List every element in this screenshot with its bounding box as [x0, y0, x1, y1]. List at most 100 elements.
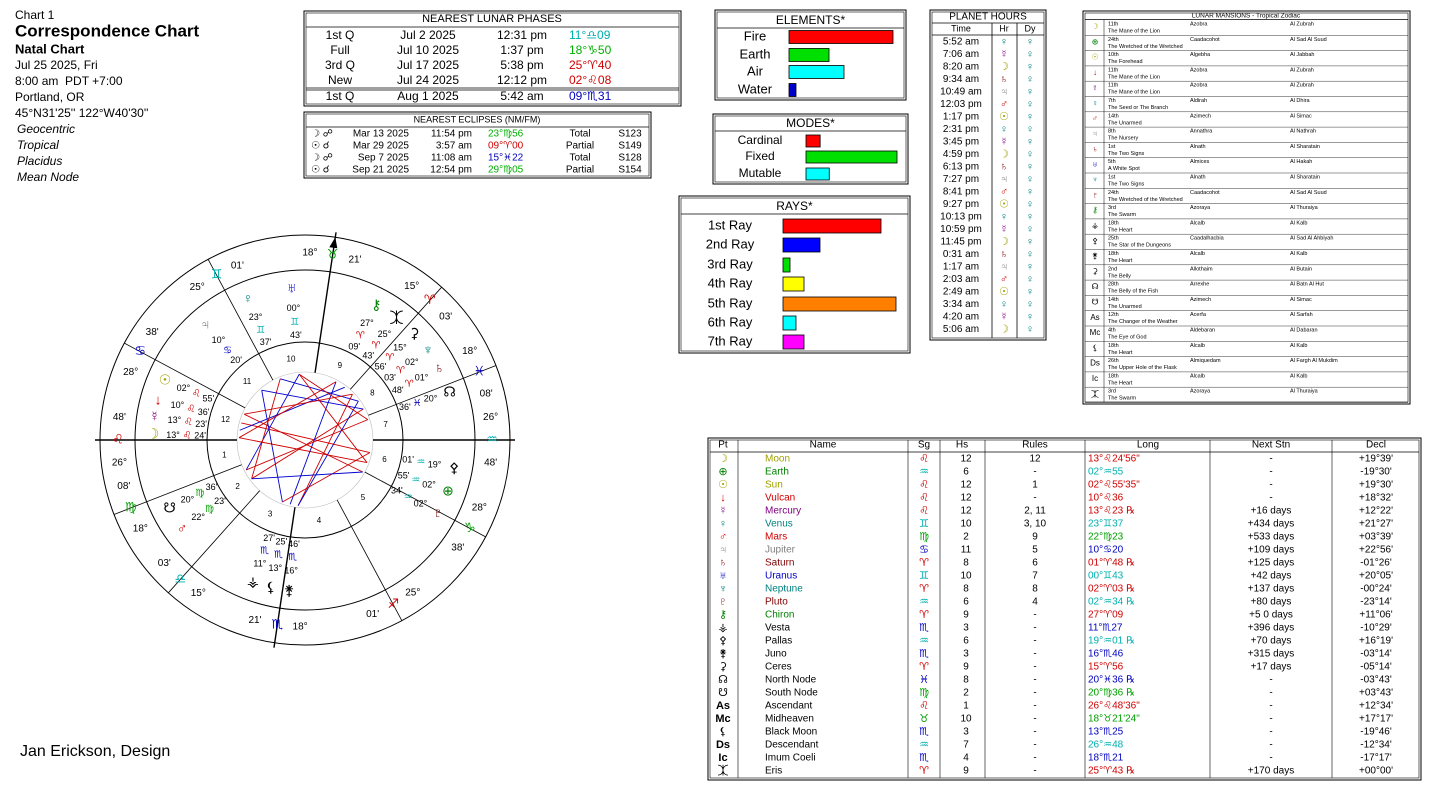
aspect-line [246, 419, 368, 471]
mansion-number: 14th [1108, 297, 1119, 303]
planet-name: Ascendant [765, 701, 812, 712]
wheel-planet-glyph: ♃ [200, 316, 211, 332]
wheel-planet-degree: 00° [287, 303, 301, 313]
planet-sign: ♈ [919, 609, 929, 621]
mansion-meaning: The Heart [1108, 227, 1133, 233]
cusp-degree: 25° [405, 587, 420, 598]
rays-bar [782, 276, 805, 292]
cusp-sign: ♒ [486, 431, 498, 446]
planet-next-station: - [1269, 701, 1272, 712]
planet-name: Venus [765, 519, 793, 530]
rays-bar [782, 334, 805, 350]
planet-name: Midheaven [765, 714, 814, 725]
hour-time: 0:31 am [943, 249, 979, 260]
mansion-glyph: ⚵ [1092, 252, 1098, 261]
cusp-sign: ♎ [175, 571, 187, 586]
house-number: 7 [383, 420, 388, 429]
planet-rules: 8 [1032, 584, 1038, 595]
mansion-glyph: ☊ [1091, 282, 1098, 291]
mansion-meaning: The Eye of God [1108, 334, 1147, 340]
planet-rules: - [1033, 467, 1036, 478]
planet-next-station: +5 0 days [1249, 610, 1293, 621]
lunar-phases-box [303, 10, 682, 107]
rays-title: RAYS* [776, 199, 813, 213]
mansion-name: Azoraya [1190, 205, 1211, 211]
phase-date: Jul 24 2025 [397, 73, 459, 87]
hour-time: 1:17 pm [943, 112, 979, 123]
house-cusp [364, 471, 486, 538]
wheel-planet-minute: 46' [288, 539, 300, 549]
house-cusp [168, 490, 260, 594]
hour-ruler: ☽ [999, 61, 1009, 73]
house-cusp [207, 259, 274, 381]
planet-rules: 9 [1032, 532, 1038, 543]
planet-declination: +17°17' [1359, 714, 1393, 725]
wheel-planet-glyph: ♇ [433, 504, 444, 520]
phase-position: 18°♑50 [569, 43, 612, 57]
mansion-name: Aldebaran [1190, 327, 1215, 333]
phase-date: Aug 1 2025 [397, 89, 459, 103]
planet-house: 4 [963, 753, 969, 764]
house-cusp [336, 499, 403, 621]
planet-next-station: +137 days [1248, 584, 1294, 595]
cusp-sign: ♏ [272, 616, 284, 631]
cusp-sign: ♐ [388, 596, 400, 611]
wheel-planet-minute: 23' [214, 496, 226, 506]
wheel-planet-degree: 27° [360, 318, 374, 328]
elements-title: ELEMENTS* [776, 13, 846, 27]
modes-bar [805, 134, 821, 148]
mansion-arabic-name: Al Sarfah [1290, 312, 1313, 318]
hour-time: 3:34 am [943, 299, 979, 310]
wheel-planet-minute: 25' [276, 537, 288, 547]
planet-house: 8 [963, 675, 969, 686]
wheel-planet-glyph: ♅ [287, 279, 298, 295]
planet-glyph: ☉ [718, 479, 728, 491]
elements-bar [788, 65, 845, 79]
planet-name: Neptune [765, 584, 803, 595]
cusp-sign: ♑ [464, 520, 476, 535]
cusp-sign: ♓ [473, 364, 485, 379]
mansion-glyph: Ds [1090, 359, 1100, 368]
planet-sign: ♍ [919, 687, 929, 699]
cusp-sign: ♍ [125, 499, 137, 514]
planet-glyph: ☊ [718, 674, 728, 686]
planet-declination: +22°56' [1359, 545, 1393, 556]
header-time: 8:00 am PDT +7:00 [15, 74, 123, 88]
planet-rules: - [1033, 623, 1036, 634]
mansion-name: Azobra [1190, 83, 1208, 89]
rays-label: 5th Ray [708, 295, 753, 310]
planet-name: Descendant [765, 740, 819, 751]
mansion-glyph: ♆ [1092, 175, 1098, 184]
eclipse-time: 3:57 am [436, 141, 472, 152]
planet-name: North Node [765, 675, 817, 686]
mansion-number: 1st [1108, 174, 1116, 180]
hour-time: 4:20 am [943, 312, 979, 323]
planets-table [707, 437, 1422, 781]
planet-sign: ♏ [919, 648, 929, 660]
planet-rules: 2, 11 [1024, 506, 1046, 517]
wheel-planet-minute: 20' [230, 355, 242, 365]
mansion-arabic-name: Al Simac [1290, 297, 1312, 303]
house-cusp [350, 286, 442, 390]
mansion-arabic-name: Al Zubrah [1290, 21, 1314, 27]
planet-sign: ♒ [919, 596, 929, 608]
planet-longitude: 26°♌48'36" [1088, 701, 1140, 712]
mansion-number: 24th [1108, 190, 1119, 196]
planet-house: 9 [963, 662, 969, 673]
cusp-minute: 03' [439, 311, 452, 322]
mansion-glyph: ⯰ [1091, 389, 1099, 398]
mansion-number: 11th [1108, 83, 1118, 89]
hour-ruler: ♂ [1000, 273, 1008, 285]
eclipse-time: 11:08 am [431, 153, 472, 164]
planet-longitude: 25°♈43 ℞ [1088, 766, 1135, 777]
wheel-planet-minute: 48' [392, 385, 404, 395]
eclipse-date: Mar 13 2025 [353, 129, 410, 140]
aspect-line [282, 452, 371, 503]
wheel-planet-sign: ♒ [411, 475, 420, 486]
wheel-planet-minute: 55' [202, 393, 214, 403]
mansion-meaning: The Two Signs [1108, 151, 1145, 157]
mansion-glyph: ⚷ [1092, 206, 1098, 215]
mansion-number: 14th [1108, 113, 1119, 119]
phase-date: Jul 10 2025 [397, 43, 459, 57]
planet-rules: 3, 10 [1024, 519, 1047, 530]
